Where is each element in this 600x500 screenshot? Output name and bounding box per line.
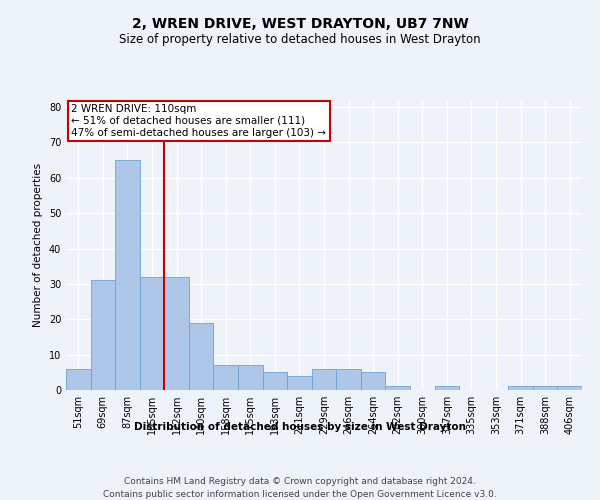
Bar [238,365,263,390]
Bar [115,160,140,390]
Bar [91,280,115,390]
Bar [508,386,533,390]
Bar [287,376,312,390]
Bar [263,372,287,390]
Bar [66,369,91,390]
Bar [312,369,336,390]
Bar [533,386,557,390]
Bar [361,372,385,390]
Bar [434,386,459,390]
Y-axis label: Number of detached properties: Number of detached properties [33,163,43,327]
Text: 2, WREN DRIVE, WEST DRAYTON, UB7 7NW: 2, WREN DRIVE, WEST DRAYTON, UB7 7NW [131,18,469,32]
Text: Size of property relative to detached houses in West Drayton: Size of property relative to detached ho… [119,32,481,46]
Bar [214,365,238,390]
Bar [336,369,361,390]
Bar [557,386,582,390]
Text: 2 WREN DRIVE: 110sqm
← 51% of detached houses are smaller (111)
47% of semi-deta: 2 WREN DRIVE: 110sqm ← 51% of detached h… [71,104,326,138]
Text: Contains public sector information licensed under the Open Government Licence v3: Contains public sector information licen… [103,490,497,499]
Text: Distribution of detached houses by size in West Drayton: Distribution of detached houses by size … [134,422,466,432]
Text: Contains HM Land Registry data © Crown copyright and database right 2024.: Contains HM Land Registry data © Crown c… [124,478,476,486]
Bar [164,277,189,390]
Bar [189,323,214,390]
Bar [385,386,410,390]
Bar [140,277,164,390]
